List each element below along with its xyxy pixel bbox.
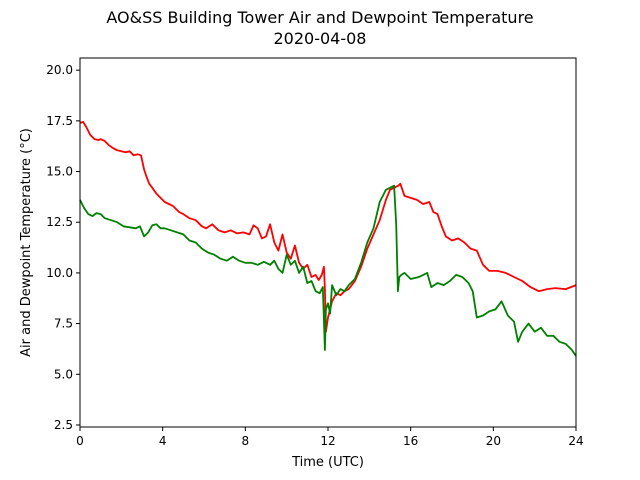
y-axis-label: Air and Dewpoint Temperature (°C) bbox=[19, 128, 34, 357]
y-tick-label: 10.0 bbox=[46, 266, 73, 280]
x-axis: 0 4 8 12 16 20 24 bbox=[76, 427, 584, 448]
x-axis-label: Time (UTC) bbox=[291, 455, 364, 470]
series-line-2 bbox=[79, 184, 577, 357]
y-tick-label: 7.5 bbox=[54, 317, 73, 331]
x-tick-label: 20 bbox=[486, 434, 501, 448]
x-tick-label: 0 bbox=[76, 434, 84, 448]
x-tick-label: 8 bbox=[242, 434, 250, 448]
x-tick-label: 12 bbox=[320, 434, 335, 448]
plot-frame bbox=[79, 57, 577, 428]
y-tick-label: 15.0 bbox=[46, 165, 73, 179]
y-tick-label: 12.5 bbox=[46, 215, 73, 229]
y-tick-label: 17.5 bbox=[46, 114, 73, 128]
y-tick-label: 2.5 bbox=[54, 418, 73, 432]
y-tick-label: 5.0 bbox=[54, 367, 73, 381]
x-tick-label: 4 bbox=[159, 434, 167, 448]
series-line-1 bbox=[79, 121, 577, 333]
plot-series-layer bbox=[79, 121, 577, 357]
x-tick-label: 16 bbox=[403, 434, 418, 448]
x-tick-label: 24 bbox=[568, 434, 583, 448]
y-tick-label: 20.0 bbox=[46, 63, 73, 77]
y-axis: 2.5 5.0 7.5 10.0 12.5 15.0 17.5 20.0 bbox=[46, 63, 80, 432]
chart-title: AO&SS Building Tower Air and Dewpoint Te… bbox=[106, 8, 534, 27]
chart-subtitle: 2020-04-08 bbox=[273, 29, 367, 48]
